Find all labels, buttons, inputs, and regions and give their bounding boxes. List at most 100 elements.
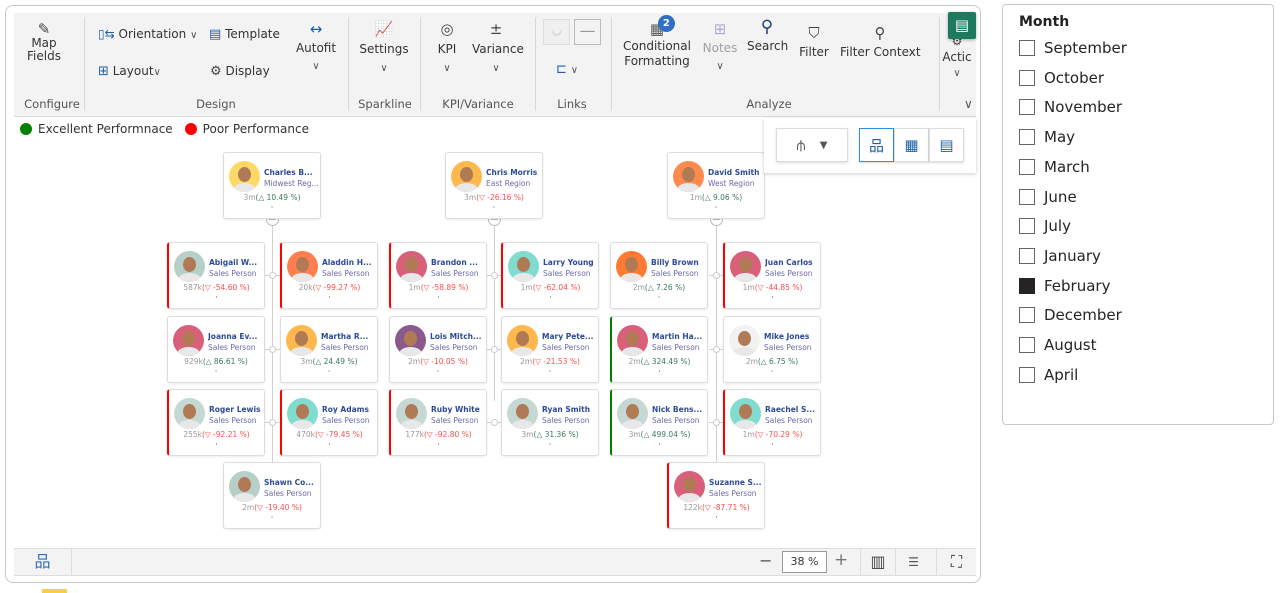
- slicer-item-label: May: [1044, 128, 1076, 147]
- org-node-card[interactable]: Suzanne S... Sales Person 122k(▽ -87.71 %)…: [667, 462, 765, 529]
- slicer-item[interactable]: October: [1019, 69, 1104, 87]
- connector-junction: [269, 346, 276, 353]
- kpi-variance: (▽ -92.80 %): [423, 430, 472, 439]
- zoom-out-button[interactable]: −: [759, 551, 773, 570]
- org-node-card[interactable]: David Smith West Region 1m(△ 9.06 %) ·: [667, 152, 765, 219]
- filter-context-icon: ⚲: [874, 24, 886, 42]
- org-node-card[interactable]: Charles B... Midwest Reg... 3m(△ 10.49 %) ·: [223, 152, 321, 219]
- actions-button[interactable]: ⚙ Actic ∨: [942, 35, 972, 79]
- checkbox[interactable]: [1019, 188, 1035, 205]
- fullscreen-button[interactable]: ⛶: [936, 549, 976, 575]
- zoom-level-input[interactable]: 38 %: [782, 551, 827, 573]
- map-view-button[interactable]: ▥: [860, 549, 895, 575]
- template-button[interactable]: ▤ Template: [209, 27, 280, 42]
- kpi-variance: (▽ -58.89 %): [420, 283, 469, 292]
- org-node-card[interactable]: Chris Morris East Region 3m(▽ -26.16 %) ·: [445, 152, 543, 219]
- checkbox[interactable]: [1019, 366, 1035, 383]
- slicer-item[interactable]: January: [1019, 247, 1101, 265]
- org-node-card[interactable]: Lois Mitch... Sales Person 2m(▽ -10.05 %) ·: [389, 316, 487, 383]
- slicer-item[interactable]: March: [1019, 158, 1090, 176]
- minimap-button[interactable]: 品: [14, 549, 72, 575]
- filter-icon: ⛉: [808, 24, 820, 42]
- checkbox[interactable]: [1019, 99, 1035, 116]
- org-chart-view-button[interactable]: 品: [859, 128, 894, 162]
- slicer-item[interactable]: June: [1019, 188, 1077, 206]
- org-node-card[interactable]: Brandon ... Sales Person 1m(▽ -58.89 %) ·: [389, 242, 487, 309]
- org-node-card[interactable]: Ruby White Sales Person 177k(▽ -92.80 %) ·: [389, 389, 487, 456]
- org-node-card[interactable]: Raechel S... Sales Person 1m(▽ -70.29 %) ·: [723, 389, 821, 456]
- sparkline-placeholder: ·: [437, 293, 440, 302]
- org-node-card[interactable]: Abigail W... Sales Person 587k(▽ -54.60 %)…: [167, 242, 265, 309]
- kpi-button[interactable]: ◎ KPI ∨: [437, 20, 457, 75]
- checkbox[interactable]: [1019, 40, 1035, 56]
- slicer-item[interactable]: May: [1019, 128, 1075, 146]
- avatar: [396, 398, 427, 429]
- kpi-value: 1m: [520, 283, 533, 292]
- slicer-item-label: March: [1044, 157, 1090, 176]
- expand-direction-dropdown[interactable]: ⫛ ▼: [776, 128, 848, 162]
- orientation-button[interactable]: ▯⇆ Orientation ∨: [98, 27, 198, 42]
- autofit-button[interactable]: ↔ Autofit ∨: [295, 20, 337, 73]
- hierarchy-link-icon: ⊏: [556, 62, 567, 77]
- link-type-dropdown[interactable]: ⊏ ∨: [556, 63, 578, 77]
- slicer-item[interactable]: September: [1019, 39, 1127, 57]
- kpi-value: 2m: [632, 283, 645, 292]
- table-view-button[interactable]: ▦: [894, 128, 929, 162]
- checkbox[interactable]: [1019, 307, 1035, 324]
- checkbox[interactable]: [1019, 69, 1035, 86]
- org-node-card[interactable]: Roy Adams Sales Person 470k(▽ -79.45 %) ·: [280, 389, 378, 456]
- node-name: Chris Morris: [486, 168, 538, 177]
- org-node-card[interactable]: Aladdin H... Sales Person 20k(▽ -99.27 %) ·: [280, 242, 378, 309]
- slicer-item[interactable]: April: [1019, 366, 1078, 384]
- chevron-down-icon: ∨: [716, 61, 724, 72]
- org-node-card[interactable]: Mary Pete... Sales Person 2m(▽ -21.53 %) ·: [501, 316, 599, 383]
- map-fields-button[interactable]: ✎ Map Fields: [27, 20, 61, 63]
- ribbon-expand-chevron[interactable]: ∨: [964, 97, 973, 111]
- checkbox[interactable]: [1019, 218, 1035, 235]
- curved-link-button[interactable]: ◡: [543, 19, 570, 45]
- variance-button[interactable]: ± Variance ∨: [472, 20, 524, 75]
- node-name: Lois Mitch...: [430, 332, 482, 341]
- org-node-card[interactable]: Ryan Smith Sales Person 3m(△ 31.36 %) ·: [501, 389, 599, 456]
- slicer-item[interactable]: July: [1019, 217, 1071, 235]
- checkbox[interactable]: [1019, 158, 1035, 175]
- display-button[interactable]: ⚙ Display: [210, 64, 270, 79]
- checkbox[interactable]: [1019, 277, 1035, 294]
- sparkline-settings-button[interactable]: 📈 Settings ∨: [359, 20, 409, 75]
- legend-toggle-button[interactable]: ☰: [895, 549, 931, 575]
- org-node-card[interactable]: Joanna Ev... Sales Person 929k(△ 86.61 %) ·: [167, 316, 265, 383]
- slicer-item[interactable]: November: [1019, 98, 1122, 116]
- org-node-card[interactable]: Nick Bens... Sales Person 3m(△ 499.04 %) ·: [610, 389, 708, 456]
- checkbox[interactable]: [1019, 337, 1035, 353]
- filter-button[interactable]: ⛉ Filter: [799, 24, 829, 60]
- kpi-variance: (▽ -87.71 %): [701, 503, 750, 512]
- org-node-card[interactable]: Juan Carlos Sales Person 1m(▽ -44.85 %) ·: [723, 242, 821, 309]
- certificate-badge-icon[interactable]: ▤: [948, 12, 976, 39]
- straight-link-button[interactable]: —: [574, 19, 601, 45]
- slicer-item[interactable]: December: [1019, 306, 1122, 324]
- slicer-item[interactable]: August: [1019, 336, 1097, 354]
- node-role: Sales Person: [709, 489, 757, 498]
- zoom-in-button[interactable]: +: [834, 550, 849, 570]
- org-chart-canvas[interactable]: Charles B... Midwest Reg... 3m(△ 10.49 %) ·…: [6, 6, 980, 582]
- kpi-value: 3m: [464, 193, 477, 202]
- org-node-card[interactable]: Billy Brown Sales Person 2m(△ 7.26 %) ·: [610, 242, 708, 309]
- table-icon: ▦: [904, 136, 919, 154]
- org-node-card[interactable]: Shawn Co... Sales Person 2m(▽ -19.40 %) ·: [223, 462, 321, 529]
- slicer-item[interactable]: February: [1019, 277, 1110, 295]
- org-node-card[interactable]: Martin Ha... Sales Person 2m(△ 324.49 %) ·: [610, 316, 708, 383]
- org-node-card[interactable]: Martha R... Sales Person 3m(△ 24.49 %) ·: [280, 316, 378, 383]
- layout-button[interactable]: ⊞ Layout∨: [98, 64, 161, 79]
- connector-junction: [491, 346, 498, 353]
- search-button[interactable]: ⚲ Search: [747, 17, 789, 54]
- org-node-card[interactable]: Roger Lewis Sales Person 255k(▽ -92.21 %) ·: [167, 389, 265, 456]
- checkbox[interactable]: [1019, 129, 1035, 146]
- org-node-card[interactable]: Mike Jones Sales Person 2m(△ 6.75 %) ·: [723, 316, 821, 383]
- filter-context-button[interactable]: ⚲ Filter Context: [840, 24, 921, 60]
- conditional-formatting-button[interactable]: ▦ 2 Conditional Formatting: [622, 15, 692, 68]
- chevron-down-icon: ∨: [953, 68, 961, 79]
- checkbox[interactable]: [1019, 247, 1035, 264]
- org-node-card[interactable]: Larry Young Sales Person 1m(▽ -62.04 %) ·: [501, 242, 599, 309]
- card-view-button[interactable]: ▤: [929, 128, 964, 162]
- notes-button[interactable]: ⊞ Notes ∨: [702, 20, 738, 73]
